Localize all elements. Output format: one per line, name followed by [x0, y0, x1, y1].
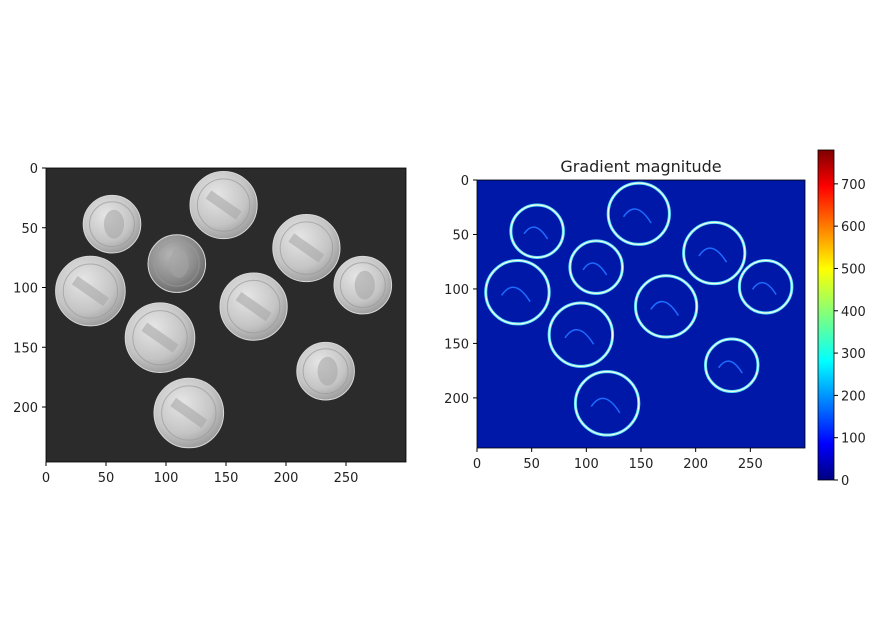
edge-ring-4 [682, 220, 747, 286]
coin-relief [339, 262, 386, 309]
x-tick-label: 200 [274, 471, 299, 486]
edge-detail [582, 262, 608, 276]
coin-7 [219, 272, 288, 341]
gradient-magnitude-panel: 0 50 100 150 200 250 0 50 100 150 200 Gradient magn… [444, 157, 806, 472]
y-tick-label: 50 [21, 222, 38, 237]
coin-relief [279, 221, 334, 275]
edge-ring-10 [573, 370, 641, 437]
coin-3 [147, 234, 207, 293]
y-tick-label: 0 [461, 174, 469, 189]
edge-ring-5 [484, 259, 551, 326]
y-tick-label: 100 [444, 283, 469, 298]
x-tick-label: 50 [98, 471, 115, 486]
edge-ring-core [548, 302, 614, 368]
coin-building [141, 322, 179, 353]
colorbar-tick-label: 200 [841, 389, 866, 404]
y-tick-label: 100 [13, 282, 38, 297]
coin-2 [189, 170, 258, 240]
coin-5 [55, 255, 126, 327]
coin-relief [302, 348, 349, 395]
coins-image-panel: 0 50 100 150 200 250 0 50 100 150 200 [13, 162, 407, 486]
edge-ring-core [738, 259, 793, 314]
colorbar-tick-label: 700 [841, 178, 866, 193]
coin-relief [226, 279, 281, 334]
coin-8 [124, 302, 196, 374]
x-tick-label: 250 [738, 457, 763, 472]
colorbar: 0 100 200 300 400 500 600 700 [817, 149, 866, 489]
edge-ring-core [607, 182, 671, 245]
x-tick-label: 200 [683, 457, 708, 472]
x-tick-label: 0 [473, 457, 481, 472]
edge-ring-1 [509, 203, 565, 259]
coin-relief [161, 385, 217, 441]
coin-4 [272, 213, 341, 283]
edge-detail [622, 208, 652, 224]
edge-detail [650, 300, 680, 316]
coin-10 [153, 377, 225, 449]
colorbar-tick-label: 600 [841, 220, 866, 235]
colorbar-tick-label: 300 [841, 347, 866, 362]
colorbar-tick-label: 400 [841, 305, 866, 320]
coin-building [205, 190, 242, 220]
coin-relief [196, 178, 251, 232]
edge-detail [523, 226, 549, 240]
coin-portrait [168, 249, 189, 279]
x-tick-label: 0 [42, 471, 50, 486]
edge-ring-core [574, 371, 640, 436]
edge-ring-8 [547, 301, 615, 368]
coin-building [170, 397, 208, 429]
edge-detail [500, 286, 531, 303]
x-tick-label: 50 [523, 457, 540, 472]
y-tick-label: 50 [452, 228, 469, 243]
coin-9 [296, 341, 355, 401]
edge-ring-3 [568, 239, 624, 295]
coin-building [288, 233, 325, 263]
colorbar-tick-label: 100 [841, 432, 866, 447]
coin-portrait [103, 209, 125, 239]
coin-relief [62, 263, 119, 319]
edge-ring-core [704, 338, 759, 393]
x-tick-label: 100 [574, 457, 599, 472]
y-tick-label: 150 [444, 337, 469, 352]
x-tick-label: 250 [334, 471, 359, 486]
y-tick-label: 150 [13, 341, 38, 356]
edge-detail [564, 329, 595, 345]
x-tick-label: 100 [154, 471, 179, 486]
edge-detail [718, 360, 743, 374]
y-tick-label: 0 [30, 162, 38, 177]
coin-building [235, 291, 272, 322]
edge-detail [751, 281, 777, 296]
edge-ring-core [569, 240, 624, 294]
colorbar-tick-label: 500 [841, 262, 866, 277]
edge-ring-core [683, 221, 746, 285]
coin-1 [82, 194, 142, 254]
edge-ring-core [634, 275, 698, 338]
edge-detail [590, 397, 621, 414]
coin-relief [153, 240, 200, 287]
image-area [477, 180, 805, 448]
edge-ring-core [510, 204, 564, 259]
x-tick-label: 150 [214, 471, 239, 486]
colorbar-scale [817, 149, 835, 481]
coin-6 [333, 255, 393, 315]
x-tick-label: 150 [629, 457, 654, 472]
y-tick-label: 200 [13, 401, 38, 416]
edge-ring-9 [704, 337, 760, 393]
coin-relief [132, 310, 188, 366]
y-tick-label: 200 [444, 392, 469, 407]
edge-detail [698, 247, 728, 263]
edge-ring-6 [737, 259, 794, 315]
edge-ring-7 [634, 274, 699, 339]
coin-relief [89, 201, 135, 248]
edge-ring-2 [606, 181, 671, 246]
coin-portrait [317, 356, 338, 386]
chart-title: Gradient magnitude [560, 157, 721, 176]
coin-building [71, 276, 109, 307]
colorbar-tick-label: 0 [841, 474, 849, 489]
coin-portrait [354, 270, 375, 300]
edge-ring-core [485, 259, 550, 325]
